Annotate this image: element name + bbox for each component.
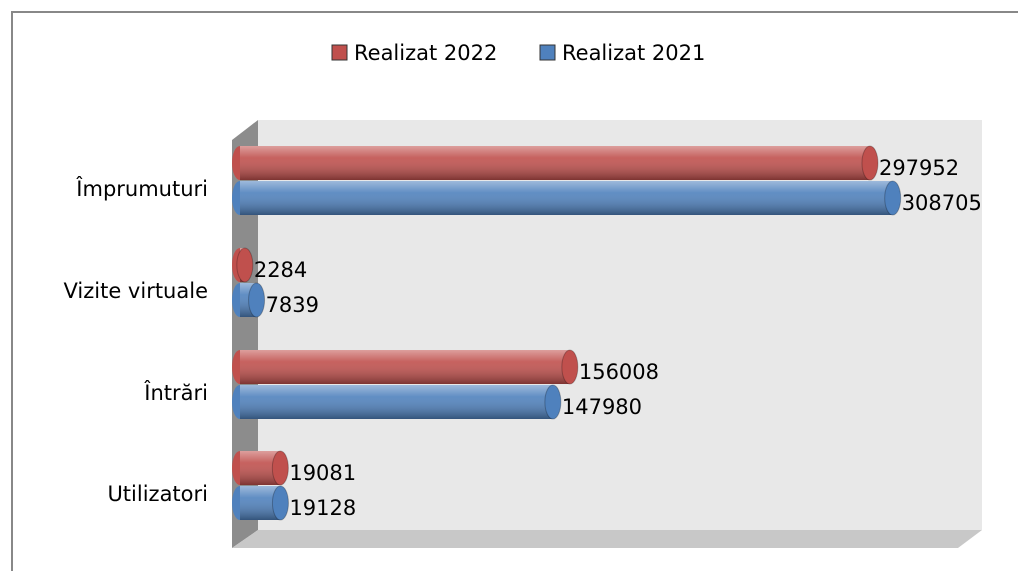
value-label: 19081	[289, 461, 356, 485]
category-label: Întrări	[143, 380, 208, 405]
bar-shade	[240, 146, 870, 180]
category-label: Utilizatori	[107, 482, 208, 506]
value-label: 297952	[879, 156, 959, 180]
bar-cap	[884, 180, 902, 216]
bar-cap	[544, 384, 562, 420]
value-label: 156008	[579, 360, 659, 384]
bar-cap	[561, 349, 579, 385]
back-wall	[258, 120, 982, 530]
bar-cap	[861, 145, 879, 181]
bar-cap	[271, 450, 289, 486]
legend-label: Realizat 2022	[354, 41, 497, 65]
bar-cap	[271, 485, 289, 521]
bar-shade	[240, 385, 553, 419]
bar-shade	[240, 181, 893, 215]
bar-cap	[236, 247, 254, 283]
legend-label: Realizat 2021	[562, 41, 705, 65]
value-label: 7839	[266, 293, 319, 317]
category-label: Vizite virtuale	[64, 279, 209, 303]
frame	[11, 11, 1018, 571]
legend-swatch	[539, 44, 556, 61]
value-label: 2284	[254, 258, 307, 282]
category-label: Împrumuturi	[75, 176, 208, 201]
floor	[232, 530, 982, 548]
value-label: 147980	[562, 395, 642, 419]
value-label: 19128	[289, 496, 356, 520]
value-label: 308705	[902, 191, 982, 215]
bar-cap	[248, 282, 266, 318]
side-wall	[232, 120, 258, 548]
bar-shade	[240, 350, 570, 384]
legend-swatch	[331, 44, 348, 61]
